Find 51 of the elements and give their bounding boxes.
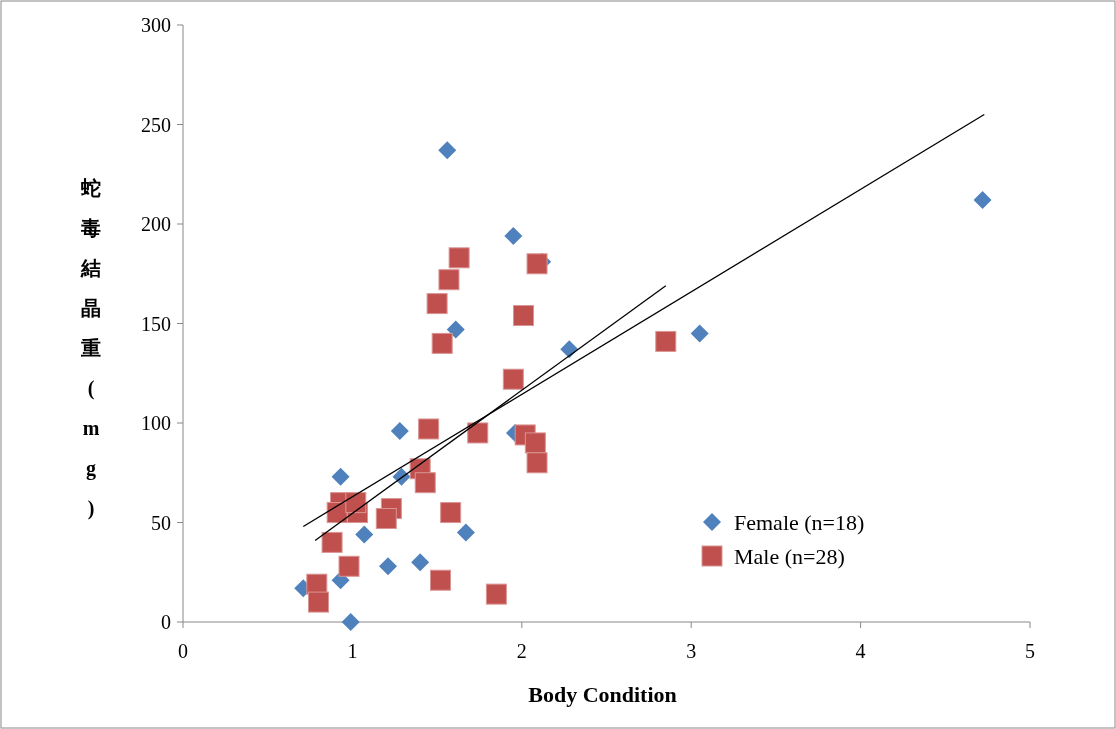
x-tick-label: 0: [178, 640, 188, 662]
x-tick-label: 4: [855, 640, 866, 662]
point: [345, 492, 367, 514]
y-tick-label: 50: [151, 511, 171, 534]
x-axis-title: Body Condition: [528, 682, 677, 707]
x-tick-label: 3: [686, 640, 697, 662]
point: [375, 508, 397, 530]
point: [411, 553, 430, 572]
point: [446, 320, 465, 339]
point: [438, 141, 457, 160]
point: [690, 324, 709, 343]
point: [414, 472, 436, 494]
point: [655, 330, 677, 352]
point: [560, 340, 579, 359]
point: [321, 531, 343, 553]
point: [390, 421, 409, 440]
y-tick-label: 200: [141, 213, 171, 235]
point: [512, 305, 534, 327]
point: [526, 452, 548, 474]
point: [467, 422, 489, 444]
point: [504, 226, 523, 245]
point: [378, 557, 397, 576]
point: [426, 293, 448, 315]
point: [355, 525, 374, 544]
y-tick-label: 250: [141, 113, 171, 136]
y-tick-label: 300: [141, 14, 171, 36]
legend-label: Female (n=18): [734, 510, 865, 535]
x-tick-label: 2: [516, 640, 527, 662]
point: [338, 555, 360, 577]
point: [502, 368, 524, 390]
text: 蛇毒結晶重(mg): [81, 177, 101, 519]
x-tick-label: 5: [1025, 640, 1035, 662]
point: [331, 467, 350, 486]
point: [973, 191, 992, 210]
point: [429, 569, 451, 591]
point: [431, 332, 453, 354]
point: [440, 502, 462, 524]
y-tick-label: 100: [141, 412, 171, 434]
legend-label: Male (n=28): [734, 544, 845, 569]
point: [438, 269, 460, 291]
point: [485, 583, 507, 605]
y-tick-label: 0: [161, 611, 171, 633]
point: [341, 613, 360, 631]
point: [456, 523, 475, 542]
point: [524, 432, 546, 454]
point: [308, 591, 330, 613]
x-tick-label: 1: [347, 640, 358, 662]
y-tick-label: 150: [141, 312, 171, 335]
point: [448, 247, 470, 269]
point: [418, 418, 440, 440]
point: [526, 253, 548, 275]
